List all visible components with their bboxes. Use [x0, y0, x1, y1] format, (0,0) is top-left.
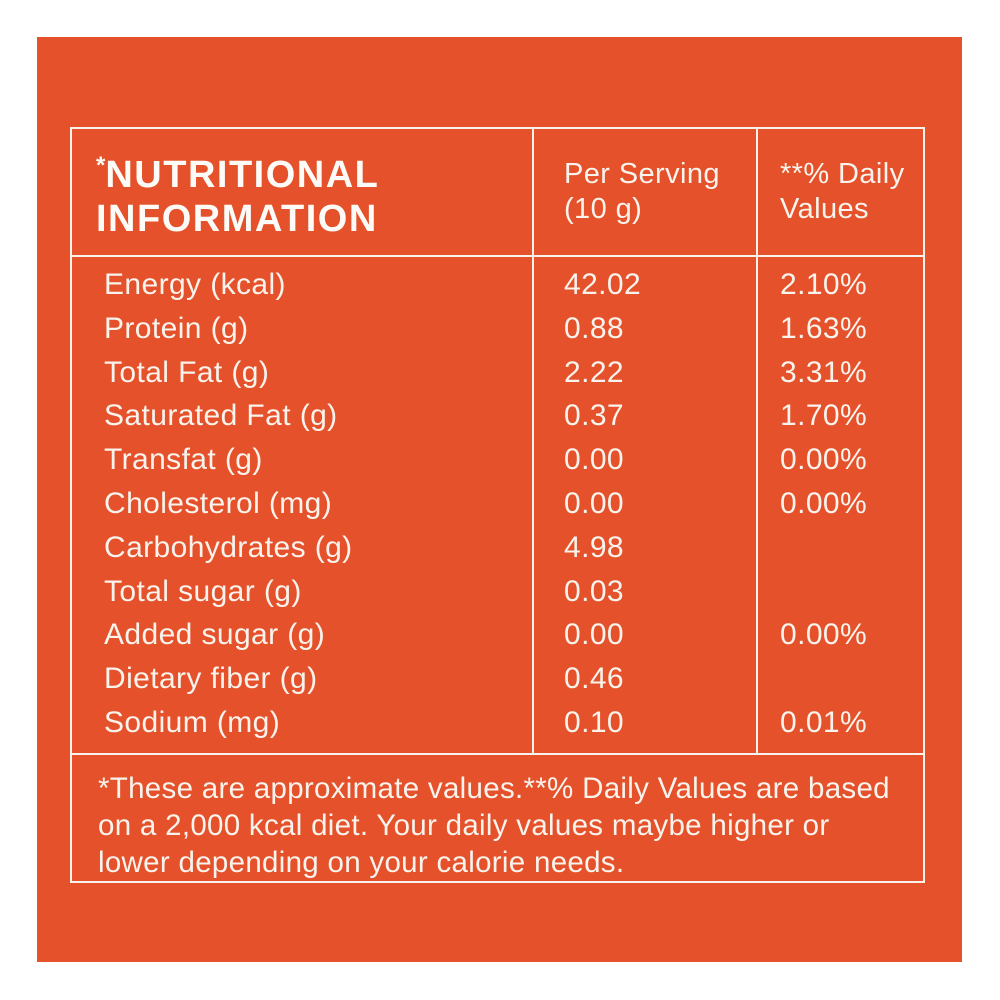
per-serving-value: 0.37: [564, 399, 624, 433]
title-line1: NUTRITIONAL: [105, 153, 380, 196]
per-serving-value: 4.98: [564, 530, 624, 564]
column-header-daily-values: **% Daily Values: [754, 129, 923, 255]
per-serving-header-line1: Per Serving: [564, 158, 720, 190]
table-header-row: *NUTRITIONAL INFORMATION Per Serving (10…: [72, 129, 923, 257]
daily-value: [754, 657, 923, 701]
per-serving-value: 42.02: [564, 267, 642, 301]
table-row: Saturated Fat (g) 0.37 1.70%: [72, 394, 923, 438]
column-header-per-serving: Per Serving (10 g): [532, 129, 754, 255]
per-serving-value: 0.10: [564, 706, 624, 740]
table-row: Carbohydrates (g) 4.98: [72, 526, 923, 570]
daily-value: 3.31%: [780, 355, 868, 389]
footnote-line2: on a 2,000 kcal diet. Your daily values …: [98, 809, 830, 842]
footnote: *These are approximate values.**% Daily …: [72, 753, 923, 881]
nutrition-label-panel: *NUTRITIONAL INFORMATION Per Serving (10…: [37, 37, 962, 962]
table-row: Sodium (mg) 0.10 0.01%: [72, 701, 923, 745]
nutrient-label: Saturated Fat (g): [104, 399, 338, 433]
footnote-line1: *These are approximate values.**% Daily …: [98, 772, 890, 805]
table-row: Total Fat (g) 2.22 3.31%: [72, 351, 923, 395]
nutrient-label: Total sugar (g): [104, 574, 302, 608]
nutrient-label: Sodium (mg): [104, 706, 281, 740]
table-row: Added sugar (g) 0.00 0.00%: [72, 614, 923, 658]
daily-values-header-line2: Values: [780, 193, 869, 225]
nutrient-label: Transfat (g): [104, 443, 263, 477]
per-serving-value: 0.03: [564, 574, 624, 608]
daily-value: 1.63%: [780, 311, 868, 345]
footnote-line3: lower depending on your calorie needs.: [98, 846, 625, 879]
daily-value: 0.01%: [780, 706, 868, 740]
daily-value: 0.00%: [780, 486, 868, 520]
nutrient-label: Carbohydrates (g): [104, 530, 353, 564]
per-serving-value: 2.22: [564, 355, 624, 389]
daily-value: 2.10%: [780, 267, 868, 301]
table-body: Energy (kcal) 42.02 2.10% Protein (g) 0.…: [72, 257, 923, 753]
title-line2: INFORMATION: [96, 197, 378, 240]
table-row: Total sugar (g) 0.03: [72, 570, 923, 614]
per-serving-header-line2: (10 g): [564, 193, 643, 225]
daily-value: [754, 526, 923, 570]
daily-value: 0.00%: [780, 443, 868, 477]
per-serving-value: 0.00: [564, 443, 624, 477]
daily-value: 1.70%: [780, 399, 868, 433]
table-row: Cholesterol (mg) 0.00 0.00%: [72, 482, 923, 526]
nutrient-label: Cholesterol (mg): [104, 486, 333, 520]
table-row: Dietary fiber (g) 0.46: [72, 657, 923, 701]
nutrient-label: Energy (kcal): [104, 267, 286, 301]
per-serving-value: 0.00: [564, 618, 624, 652]
daily-value: [754, 570, 923, 614]
table-row: Energy (kcal) 42.02 2.10%: [72, 263, 923, 307]
nutrition-table: *NUTRITIONAL INFORMATION Per Serving (10…: [70, 127, 925, 883]
table-title: *NUTRITIONAL INFORMATION: [72, 129, 532, 255]
nutrient-label: Dietary fiber (g): [104, 662, 318, 696]
table-row: Protein (g) 0.88 1.63%: [72, 307, 923, 351]
daily-values-header-line1: **% Daily: [780, 158, 905, 190]
title-asterisk: *: [96, 151, 106, 179]
daily-value: 0.00%: [780, 618, 868, 652]
nutrient-label: Total Fat (g): [104, 355, 270, 389]
table-row: Transfat (g) 0.00 0.00%: [72, 438, 923, 482]
per-serving-value: 0.46: [564, 662, 624, 696]
per-serving-value: 0.00: [564, 486, 624, 520]
per-serving-value: 0.88: [564, 311, 624, 345]
nutrient-label: Protein (g): [104, 311, 249, 345]
nutrient-label: Added sugar (g): [104, 618, 326, 652]
